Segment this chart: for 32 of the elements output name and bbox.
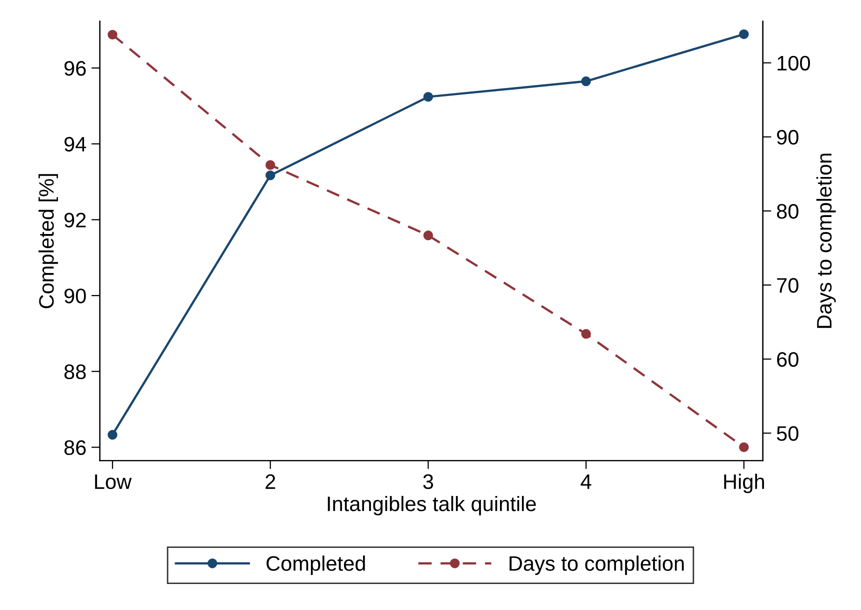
point bbox=[739, 29, 749, 40]
y-tick-label: 86 bbox=[64, 440, 86, 456]
y-tick-label: 88 bbox=[64, 364, 86, 380]
x-tick-label: High bbox=[724, 474, 764, 494]
y2-tick-label: 50 bbox=[776, 426, 798, 441]
point bbox=[739, 442, 749, 452]
y2-tick-label: 80 bbox=[776, 204, 798, 219]
y-axis-title: Completed [%] bbox=[38, 174, 58, 308]
point bbox=[265, 160, 276, 170]
y2-tick-label: 70 bbox=[777, 278, 798, 293]
y-tick-label: 96 bbox=[64, 61, 86, 76]
point bbox=[423, 230, 434, 240]
point bbox=[423, 92, 434, 102]
y2-tick-label: 100 bbox=[778, 56, 810, 71]
legend-label: Days to completion bbox=[510, 556, 684, 575]
point bbox=[265, 170, 276, 180]
x-tick-label: 4 bbox=[580, 474, 592, 489]
x-axis-title: Intangibles talk quintile bbox=[328, 496, 536, 516]
x-tick-label: Low bbox=[95, 474, 132, 490]
y2-tick-label: 60 bbox=[777, 352, 798, 367]
y2-axis-title: Days to completion bbox=[816, 154, 836, 328]
point bbox=[108, 30, 118, 40]
point bbox=[581, 329, 591, 339]
x-tick-label: 3 bbox=[423, 474, 434, 490]
legend-label: Completed bbox=[266, 556, 365, 575]
x-tick-label: 2 bbox=[266, 474, 276, 489]
y-tick-label: 94 bbox=[64, 136, 86, 152]
y2-tick-label: 90 bbox=[777, 130, 798, 145]
y-tick-label: 90 bbox=[64, 288, 86, 304]
y-tick-label: 92 bbox=[64, 212, 86, 228]
point bbox=[581, 76, 591, 86]
point bbox=[108, 430, 118, 440]
